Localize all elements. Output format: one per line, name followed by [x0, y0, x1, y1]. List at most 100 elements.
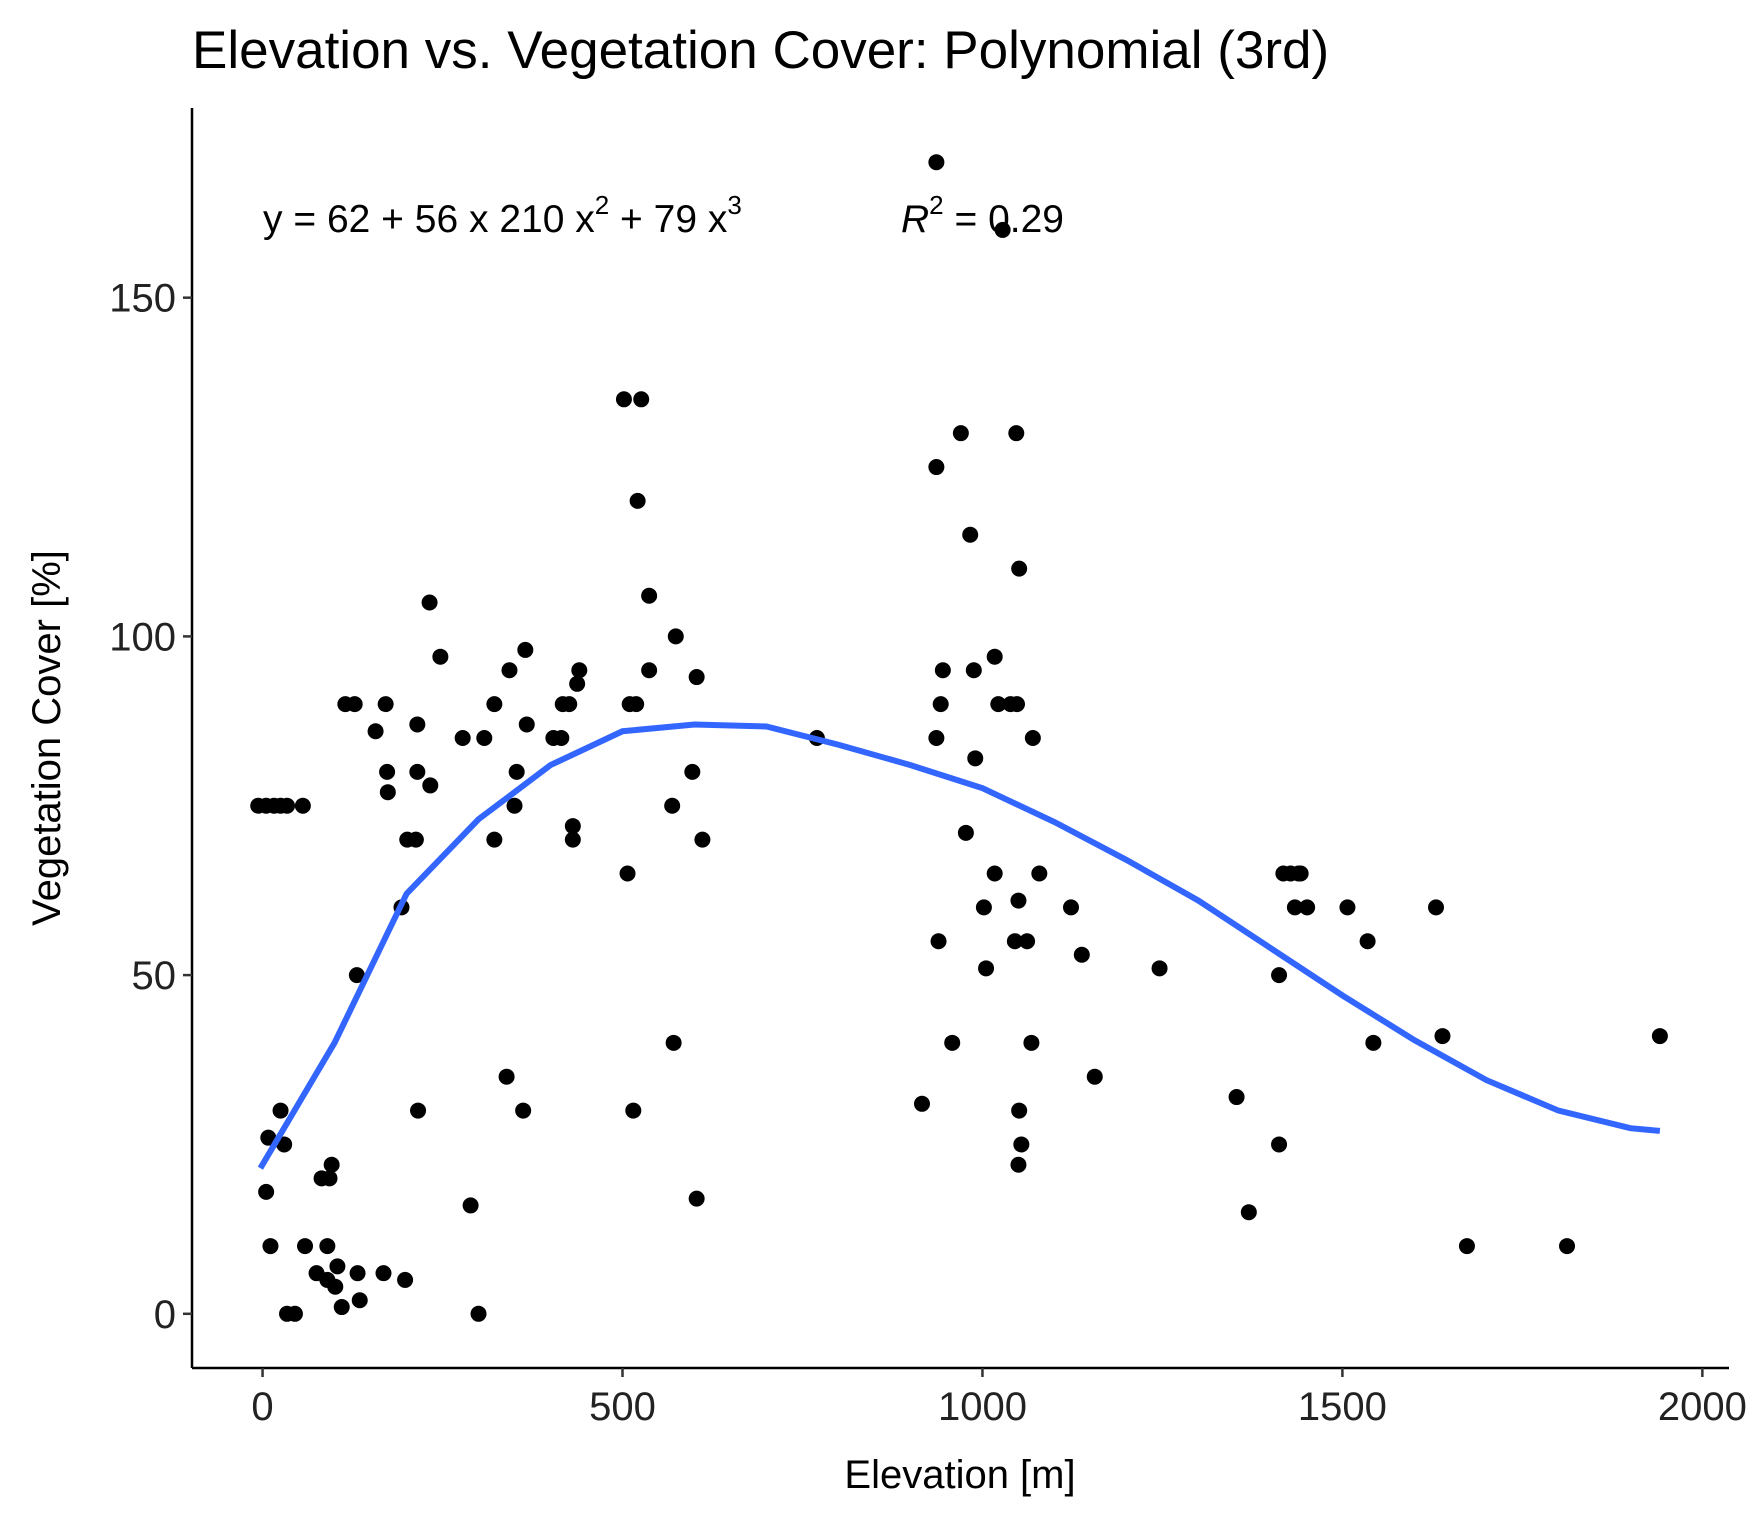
- point: [351, 1292, 368, 1309]
- point: [410, 1102, 427, 1119]
- point: [553, 730, 570, 746]
- point: [615, 391, 632, 408]
- point: [1010, 892, 1027, 909]
- point: [286, 1305, 303, 1322]
- point: [1023, 1034, 1040, 1051]
- equation-part: y = 62 + 56 x 210 x: [263, 198, 595, 241]
- point: [1434, 1028, 1451, 1045]
- point: [321, 1170, 338, 1187]
- point: [569, 675, 586, 692]
- point: [628, 696, 645, 713]
- point: [1011, 1102, 1028, 1119]
- point: [986, 648, 1003, 665]
- point: [561, 696, 578, 713]
- point: [564, 831, 581, 848]
- point: [986, 865, 1003, 882]
- point: [348, 967, 365, 984]
- point: [1013, 1136, 1030, 1153]
- point: [462, 1197, 479, 1214]
- point: [962, 526, 979, 543]
- point: [476, 730, 493, 746]
- y-tick-label: 0: [154, 1293, 176, 1337]
- point: [1228, 1089, 1245, 1106]
- point: [327, 1278, 344, 1295]
- r-squared-exponent: 2: [929, 190, 943, 220]
- point: [1011, 560, 1028, 577]
- point: [1559, 1238, 1576, 1255]
- equation-exponent: 2: [595, 190, 609, 220]
- point: [515, 1102, 532, 1119]
- point: [957, 824, 974, 841]
- point: [629, 492, 646, 509]
- point: [506, 797, 523, 814]
- point: [1086, 1068, 1103, 1085]
- point: [1365, 1034, 1382, 1051]
- r-squared: R2 = 0.29: [901, 190, 1064, 241]
- point: [688, 1190, 705, 1207]
- point: [518, 716, 535, 733]
- point: [1151, 960, 1168, 977]
- point: [913, 1095, 930, 1112]
- x-tick-label: 1500: [1298, 1385, 1387, 1429]
- point: [409, 763, 426, 780]
- point: [454, 730, 471, 746]
- point: [329, 1258, 346, 1275]
- point: [1009, 696, 1026, 713]
- x-tick-label: 0: [251, 1385, 273, 1429]
- point: [375, 1265, 392, 1282]
- point: [377, 696, 394, 713]
- point: [379, 763, 396, 780]
- y-tick-label: 50: [132, 954, 177, 998]
- point: [432, 648, 449, 665]
- point: [1359, 933, 1376, 950]
- x-axis-title: Elevation [m]: [844, 1453, 1075, 1497]
- point: [349, 1265, 366, 1282]
- point: [633, 391, 650, 408]
- point: [641, 587, 658, 604]
- point: [978, 960, 995, 977]
- point: [1063, 899, 1080, 916]
- point: [1073, 946, 1090, 963]
- point: [664, 797, 681, 814]
- point: [294, 797, 311, 814]
- point: [1271, 967, 1288, 984]
- point: [498, 1068, 515, 1085]
- point: [1299, 899, 1316, 916]
- point: [564, 818, 581, 835]
- point: [1008, 425, 1025, 442]
- x-tick-label: 1000: [938, 1385, 1027, 1429]
- point: [367, 723, 384, 740]
- point: [470, 1305, 487, 1322]
- point: [407, 831, 424, 848]
- chart-title: Elevation vs. Vegetation Cover: Polynomi…: [192, 21, 1329, 80]
- point: [260, 1129, 277, 1146]
- point: [1292, 865, 1309, 882]
- point: [517, 641, 534, 658]
- point: [1006, 933, 1023, 950]
- point: [409, 716, 426, 733]
- point: [952, 425, 969, 442]
- point: [279, 797, 296, 814]
- point: [346, 696, 363, 713]
- x-tick-label: 500: [589, 1385, 656, 1429]
- point: [994, 221, 1011, 238]
- point: [694, 831, 711, 848]
- point: [1010, 1156, 1027, 1173]
- point: [1271, 1136, 1288, 1153]
- point: [272, 1102, 289, 1119]
- point: [944, 1034, 961, 1051]
- equation: y = 62 + 56 x 210 x2 + 79 x3: [263, 190, 742, 241]
- point: [619, 865, 636, 882]
- point: [1019, 933, 1036, 950]
- point: [571, 662, 588, 679]
- y-axis-title: Vegetation Cover [%]: [25, 550, 69, 926]
- point: [641, 662, 658, 679]
- point: [486, 696, 503, 713]
- point: [1031, 865, 1048, 882]
- point: [1427, 899, 1444, 916]
- point: [422, 777, 439, 794]
- point: [975, 899, 992, 916]
- equation-part: + 79 x: [609, 198, 728, 241]
- fit-line: [257, 721, 1661, 1170]
